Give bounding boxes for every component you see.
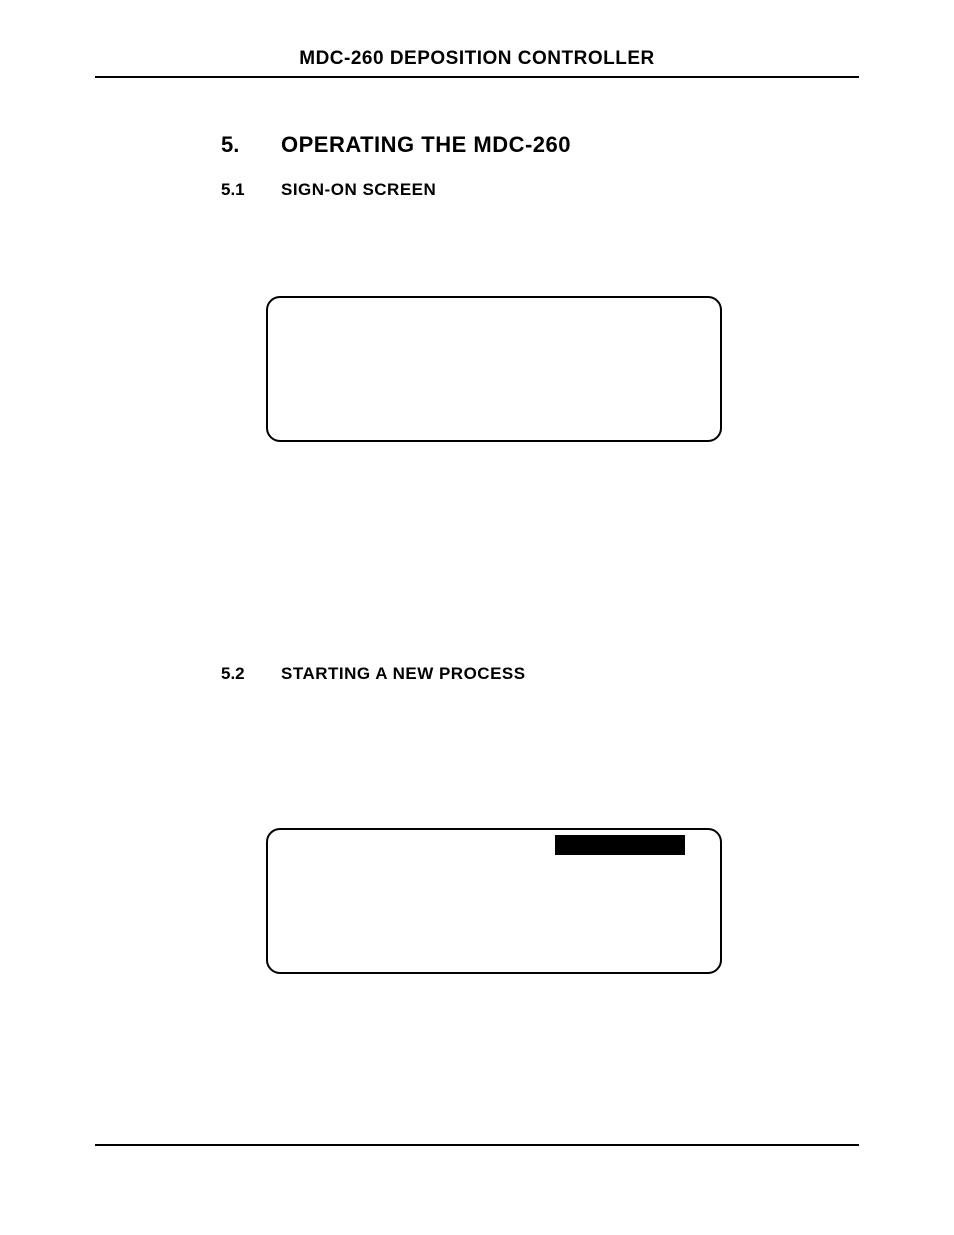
section-5-1-number: 5.1 — [221, 180, 245, 200]
section-5-2-title: STARTING A NEW PROCESS — [281, 664, 526, 684]
section-5-title: OPERATING THE MDC-260 — [281, 132, 571, 158]
page: MDC-260 DEPOSITION CONTROLLER 5. OPERATI… — [0, 0, 954, 1235]
footer-rule — [95, 1144, 859, 1146]
section-5-1-title: SIGN-ON SCREEN — [281, 180, 436, 200]
screen-highlight-rect — [555, 835, 685, 855]
header-rule — [95, 76, 859, 78]
section-5-2-number: 5.2 — [221, 664, 245, 684]
sign-on-screen-box — [266, 296, 722, 442]
section-5-number: 5. — [221, 132, 239, 158]
page-header-title: MDC-260 DEPOSITION CONTROLLER — [0, 48, 954, 70]
